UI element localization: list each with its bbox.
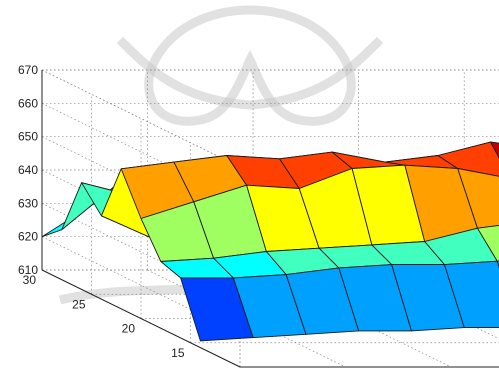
surface-plot	[41, 141, 499, 342]
grid-line	[41, 136, 241, 234]
tick-labels: 610620630640650660670101520253000.20.40.…	[18, 63, 234, 371]
y-tick-label: 25	[72, 297, 86, 311]
z-tick-label: 640	[18, 163, 38, 177]
y-tick-label: 15	[171, 346, 185, 360]
y-tick-label: 20	[122, 322, 136, 336]
z-tick-label: 630	[18, 196, 38, 210]
grid-line	[41, 203, 241, 301]
grid-line	[41, 236, 241, 334]
surface-patch	[490, 141, 499, 159]
z-tick-label: 660	[18, 96, 38, 110]
grid-line	[41, 103, 241, 201]
grid-line	[147, 269, 346, 368]
axis-line	[41, 269, 241, 368]
y-tick-label: 30	[23, 273, 37, 287]
grid-line	[41, 169, 241, 268]
z-tick-label: 650	[18, 130, 38, 144]
z-tick-label: 620	[18, 230, 38, 244]
surface-patch	[457, 168, 499, 229]
z-tick-label: 610	[18, 263, 38, 277]
box-edge	[41, 69, 241, 168]
surface-patch	[477, 225, 499, 262]
z-tick-label: 670	[18, 63, 38, 77]
